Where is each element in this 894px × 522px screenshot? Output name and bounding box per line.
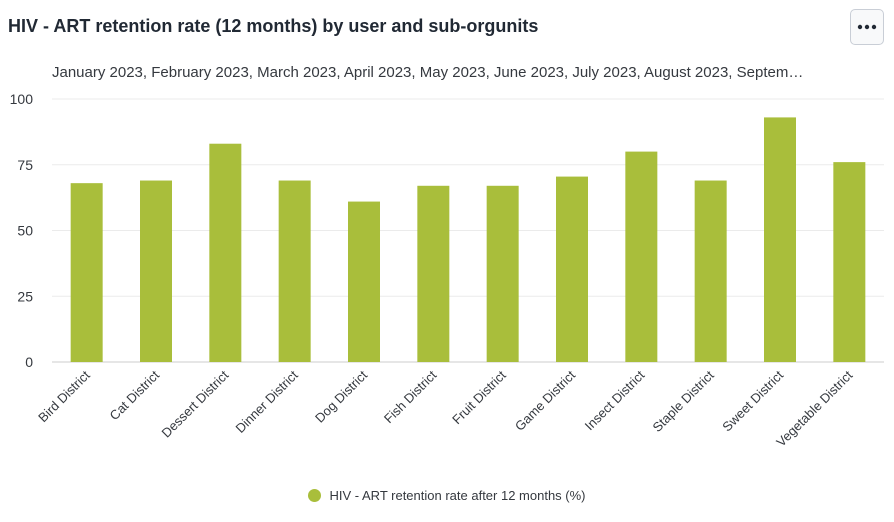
x-tick-label: Fruit District [449, 367, 509, 427]
y-tick-label: 0 [25, 354, 33, 370]
more-options-button[interactable] [850, 9, 884, 45]
chart-title: HIV - ART retention rate (12 months) by … [8, 16, 539, 36]
y-tick-label: 50 [17, 223, 33, 239]
x-tick-label: Insect District [582, 367, 648, 433]
bar-dog-district[interactable] [348, 201, 380, 362]
bar-staple-district[interactable] [694, 180, 727, 362]
y-tick-label: 75 [17, 157, 33, 173]
bar-game-district[interactable] [556, 176, 588, 362]
bar-bird-district[interactable] [70, 183, 103, 362]
x-tick-label: Cat District [107, 367, 163, 423]
y-tick-label: 25 [17, 288, 33, 304]
legend-swatch [308, 489, 322, 502]
bar-dinner-district[interactable] [278, 180, 311, 362]
more-horizontal-icon [857, 24, 877, 30]
x-tick-label: Game District [512, 367, 579, 434]
x-tick-label: Dog District [312, 367, 370, 425]
x-tick-label: Fish District [381, 367, 440, 426]
bar-insect-district[interactable] [625, 151, 658, 362]
y-tick-label: 100 [10, 91, 34, 107]
bar-sweet-district[interactable] [764, 117, 796, 362]
x-tick-label: Vegetable District [773, 367, 855, 449]
bar-vegetable-district[interactable] [833, 162, 866, 362]
chart-legend[interactable]: HIV - ART retention rate after 12 months… [0, 488, 894, 503]
legend-label: HIV - ART retention rate after 12 months… [329, 488, 586, 503]
x-tick-label: Staple District [649, 367, 717, 435]
x-tick-label: Sweet District [719, 367, 786, 434]
bar-fish-district[interactable] [417, 185, 450, 362]
x-tick-label: Dinner District [232, 367, 301, 436]
bar-cat-district[interactable] [140, 180, 172, 362]
bar-fruit-district[interactable] [486, 185, 519, 362]
x-tick-label: Bird District [35, 367, 93, 425]
x-tick-label: Dessert District [159, 367, 232, 440]
bar-dessert-district[interactable] [209, 143, 242, 362]
